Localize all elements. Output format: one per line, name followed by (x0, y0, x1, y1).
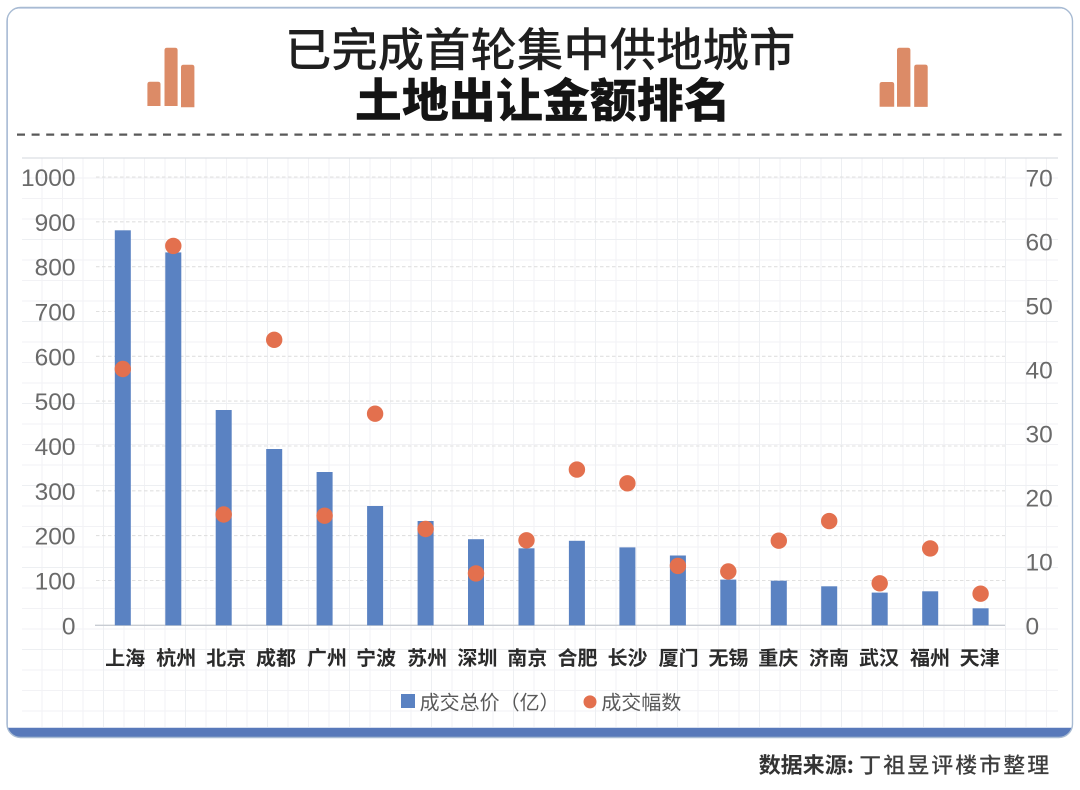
svg-text:800: 800 (35, 255, 76, 282)
svg-text:0: 0 (1026, 613, 1040, 640)
svg-text:30: 30 (1026, 421, 1053, 448)
svg-text:60: 60 (1026, 229, 1053, 256)
svg-text:1000: 1000 (21, 165, 76, 192)
svg-text:20: 20 (1026, 485, 1053, 512)
svg-text:400: 400 (35, 434, 76, 461)
svg-text:900: 900 (35, 210, 76, 237)
svg-text:50: 50 (1026, 293, 1053, 320)
svg-text:200: 200 (35, 524, 76, 551)
svg-text:40: 40 (1026, 357, 1053, 384)
svg-text:100: 100 (35, 569, 76, 596)
svg-text:700: 700 (35, 300, 76, 327)
svg-text:300: 300 (35, 479, 76, 506)
svg-text:0: 0 (62, 613, 76, 640)
svg-text:500: 500 (35, 389, 76, 416)
svg-text:10: 10 (1026, 549, 1053, 576)
svg-text:70: 70 (1026, 165, 1053, 192)
svg-text:600: 600 (35, 344, 76, 371)
